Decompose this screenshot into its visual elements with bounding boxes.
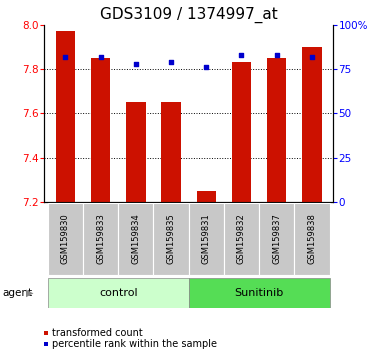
Text: agent: agent xyxy=(2,288,32,298)
FancyBboxPatch shape xyxy=(189,203,224,275)
Point xyxy=(97,54,104,59)
FancyBboxPatch shape xyxy=(48,278,189,308)
Point xyxy=(203,64,209,70)
Point xyxy=(62,54,69,59)
Text: GSM159833: GSM159833 xyxy=(96,213,105,264)
Text: GSM159832: GSM159832 xyxy=(237,213,246,264)
FancyBboxPatch shape xyxy=(189,278,330,308)
Bar xyxy=(197,191,216,202)
Bar xyxy=(126,102,146,202)
Title: GDS3109 / 1374997_at: GDS3109 / 1374997_at xyxy=(100,7,278,23)
FancyBboxPatch shape xyxy=(224,203,259,275)
Text: control: control xyxy=(99,288,137,298)
FancyBboxPatch shape xyxy=(294,203,330,275)
Point xyxy=(274,52,280,58)
Point xyxy=(133,61,139,67)
Text: transformed count: transformed count xyxy=(52,328,143,338)
FancyBboxPatch shape xyxy=(259,203,294,275)
FancyBboxPatch shape xyxy=(154,203,189,275)
FancyBboxPatch shape xyxy=(118,203,154,275)
Text: Sunitinib: Sunitinib xyxy=(234,288,284,298)
Point xyxy=(168,59,174,65)
Text: GSM159837: GSM159837 xyxy=(272,213,281,264)
Point xyxy=(309,54,315,59)
FancyBboxPatch shape xyxy=(83,203,118,275)
Bar xyxy=(161,102,181,202)
Text: ▶: ▶ xyxy=(26,288,33,298)
Text: percentile rank within the sample: percentile rank within the sample xyxy=(52,339,217,349)
FancyBboxPatch shape xyxy=(48,203,83,275)
Bar xyxy=(56,32,75,202)
Text: GSM159830: GSM159830 xyxy=(61,213,70,264)
Bar xyxy=(91,58,110,202)
Text: GSM159834: GSM159834 xyxy=(131,213,140,264)
Point xyxy=(238,52,244,58)
Bar xyxy=(232,62,251,202)
Text: GSM159831: GSM159831 xyxy=(202,213,211,264)
Text: GSM159835: GSM159835 xyxy=(167,213,176,264)
Text: GSM159838: GSM159838 xyxy=(307,213,316,264)
Bar xyxy=(267,58,286,202)
Bar xyxy=(302,47,321,202)
